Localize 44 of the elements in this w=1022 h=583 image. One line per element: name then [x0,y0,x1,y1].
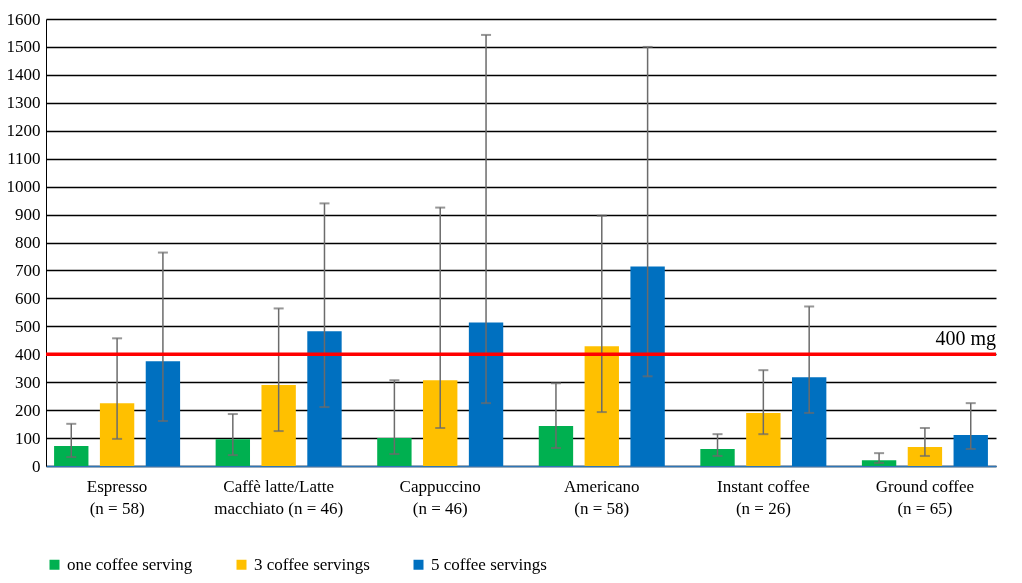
y-tick-label: 500 [15,316,41,336]
bar [215,439,251,466]
y-tick-label: 1200 [6,121,41,141]
y-tick-label: 100 [15,428,41,448]
y-tick-label: 1500 [6,37,41,57]
x-tick-label: Caffè latte/Latte macchiato (n = 46) [214,476,344,518]
x-tick-label: Cappuccino (n = 46) [399,476,481,518]
x-tick-label: Instant coffee (n = 26) [717,476,810,518]
x-tick-label: Espresso (n = 58) [86,476,148,518]
bar [746,412,781,466]
bar [377,438,412,466]
y-tick-label: 600 [15,288,41,308]
legend-label: 3 coffee servings [254,554,370,574]
y-tick-label: 200 [15,400,41,420]
bar [468,322,504,466]
y-tick-label: 900 [15,205,41,225]
y-tick-label: 700 [15,260,41,280]
bar [423,380,458,466]
bar [791,377,827,466]
bar [630,266,665,466]
bar [261,384,296,466]
bar [145,361,181,466]
bar [538,426,574,466]
bar [700,448,735,466]
x-tick-label: Ground coffee (n = 65) [875,476,975,518]
y-tick-label: 300 [15,372,41,392]
legend-label: 5 coffee servings [431,554,547,574]
y-tick-label: 1000 [6,177,41,197]
y-tick-label: 1400 [6,65,41,85]
y-tick-label: 400 [15,344,41,364]
y-tick-label: 1300 [6,93,41,113]
y-tick-label: 800 [15,233,41,252]
legend-label: one coffee serving [67,554,193,574]
ref-line-label: 400 mg [935,327,996,351]
bar [953,434,988,466]
bar [907,447,943,466]
bar [307,331,342,466]
y-tick-label: 1100 [7,149,41,169]
x-tick-label: Americano (n = 58) [564,476,640,518]
bar [54,445,89,466]
y-tick-label: 0 [32,456,41,476]
y-tick-label: 1600 [6,9,41,29]
bar [584,346,619,466]
bar [99,403,135,466]
